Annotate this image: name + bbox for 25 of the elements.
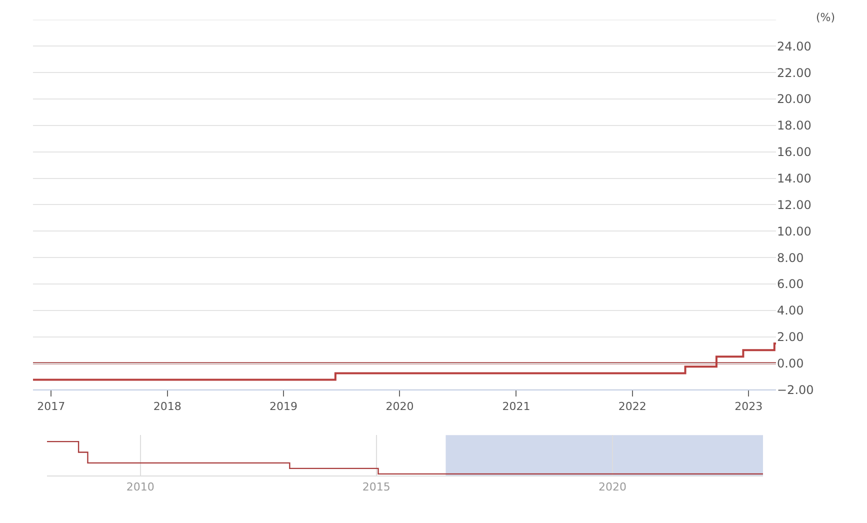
x-tick-label: 2021 [502,400,530,413]
y-tick-label: 8.00 [777,250,804,265]
y-tick-label: 16.00 [777,145,812,160]
y-tick-label: 0.00 [777,356,804,370]
y-tick-label: 18.00 [777,118,812,133]
x-tick-label: 2018 [153,400,182,413]
y-tick-label: 12.00 [777,198,812,212]
y-tick-label: 22.00 [777,66,812,80]
y-tick-label: 2.00 [777,330,804,344]
x-tick-label: 2019 [270,400,298,413]
x-tick-label: 2020 [598,480,627,494]
y-tick-label: 14.00 [777,171,812,186]
x-tick-label: 2020 [386,400,414,413]
x-tick-label: 2022 [618,400,646,413]
y-tick-label: 24.00 [777,39,812,54]
x-tick-label: 2023 [734,400,763,413]
y-tick-label: 6.00 [777,277,804,292]
x-tick-label: 2010 [126,480,154,494]
y-axis-title: (%) [816,11,836,24]
y-tick-label: −2.00 [777,382,814,397]
y-tick-label: 10.00 [777,224,812,238]
y-tick-label: 20.00 [777,92,812,106]
x-tick-label: 2015 [362,480,390,494]
y-tick-label: 4.00 [777,304,804,318]
x-tick-label: 2017 [37,400,66,413]
